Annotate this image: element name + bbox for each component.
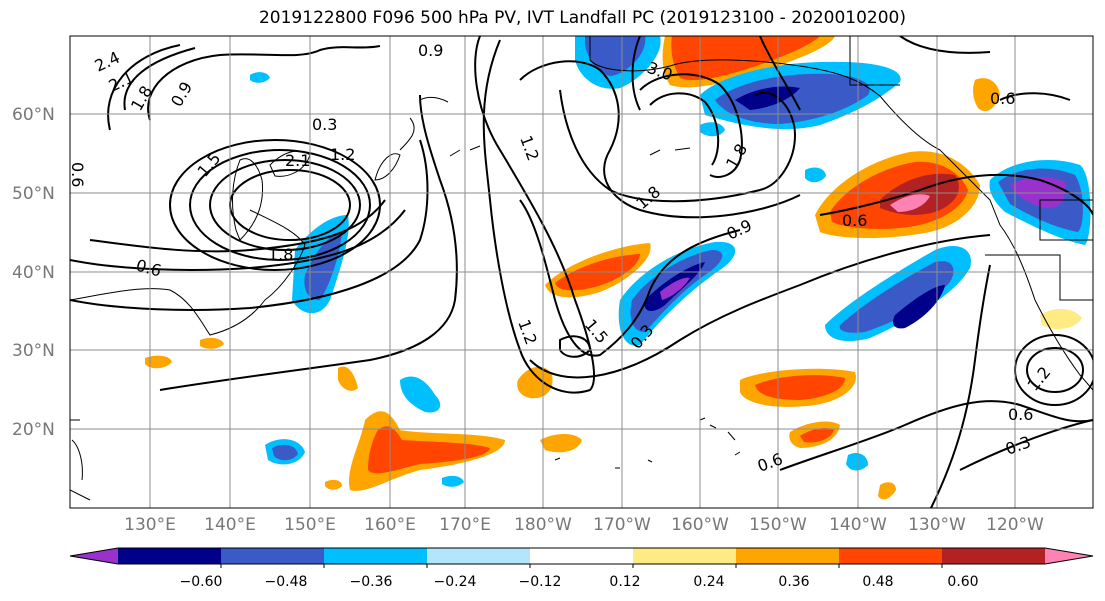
lon-label: 150°E [284, 515, 336, 535]
lon-label: 120°W [986, 515, 1044, 535]
latitude-labels: 60°N 50°N 40°N 30°N 20°N [12, 105, 55, 440]
colorbar-swatch [427, 548, 531, 564]
map-frame [69, 35, 1094, 509]
colorbar-extend-low [70, 548, 118, 564]
lon-label: 150°W [749, 515, 807, 535]
pv-contours [70, 36, 1093, 508]
map-title: 2019122800 F096 500 hPa PV, IVT Landfall… [258, 8, 906, 28]
contour-label: 0.9 [418, 41, 443, 60]
colorbar-tick-label: −0.48 [265, 574, 308, 590]
colorbar-extend-high [1045, 548, 1093, 564]
colorbar-tick-label: 0.36 [778, 574, 809, 590]
colorbar-outline [69, 547, 1094, 565]
colorbar-swatch [530, 548, 634, 564]
colorbar-tick-label: 0.24 [693, 574, 724, 590]
contour-label: 0.6 [990, 89, 1015, 108]
colorbar-swatch [221, 548, 325, 564]
lon-label: 130°E [124, 515, 176, 535]
contour-label: 0.6 [1008, 405, 1033, 424]
lat-label: 60°N [12, 105, 55, 125]
colorbar-tick-label: 0.48 [862, 574, 893, 590]
colorbar [69, 547, 1094, 568]
colorbar-tick-label: −0.60 [180, 574, 223, 590]
colorbar-tick-label: −0.12 [519, 574, 562, 590]
longitude-labels: 130°E 140°E 150°E 160°E 170°E 180°W 170°… [124, 515, 1044, 535]
lon-label: 140°W [829, 515, 887, 535]
lon-label: 130°W [908, 515, 966, 535]
lat-label: 20°N [12, 420, 55, 440]
contour-label: 1.2 [330, 145, 355, 164]
colorbar-tick-label: −0.24 [434, 574, 477, 590]
colorbar-swatch [736, 548, 840, 564]
colorbar-tick-label: 0.12 [609, 574, 640, 590]
lon-label: 140°E [204, 515, 256, 535]
colorbar-tick-labels: −0.60 −0.48 −0.36 −0.24 −0.12 0.12 0.24 … [180, 574, 979, 590]
graticule [70, 36, 1093, 508]
lon-label: 170°W [593, 515, 651, 535]
contour-label: 2.1 [285, 151, 310, 170]
colorbar-swatch [324, 548, 428, 564]
lat-label: 50°N [12, 184, 55, 204]
colorbar-tick-label: 0.60 [947, 574, 978, 590]
lon-label: 160°E [364, 515, 416, 535]
lon-label: 170°E [439, 515, 491, 535]
contour-label: 0.6 [842, 211, 867, 230]
contour-label: 1.8 [268, 245, 293, 264]
lon-label: 160°W [671, 515, 729, 535]
colorbar-swatch [839, 548, 943, 564]
colorbar-tick-label: −0.36 [350, 574, 393, 590]
contour-label: 0.6 [68, 162, 87, 187]
colorbar-swatch [118, 548, 222, 564]
contour-label: 0.3 [312, 115, 337, 134]
colorbar-swatch [633, 548, 737, 564]
lon-label: 180°W [514, 515, 572, 535]
lat-label: 40°N [12, 263, 55, 283]
lat-label: 30°N [12, 341, 55, 361]
coastlines [70, 36, 1093, 501]
colorbar-swatch [942, 548, 1046, 564]
